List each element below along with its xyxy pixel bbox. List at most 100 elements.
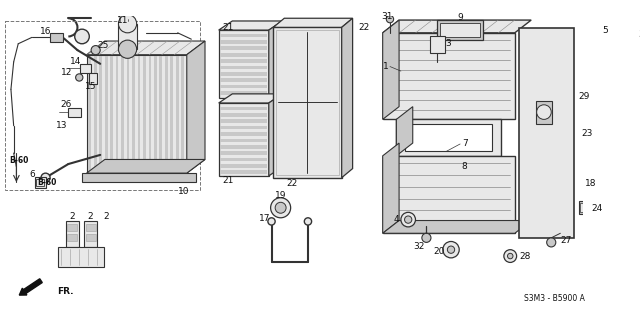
Bar <box>143 56 146 172</box>
Bar <box>148 56 151 172</box>
Bar <box>221 158 267 161</box>
Bar <box>437 20 483 40</box>
Bar <box>596 37 613 119</box>
Bar <box>68 108 81 117</box>
Bar <box>132 56 135 172</box>
Polygon shape <box>269 94 282 176</box>
Circle shape <box>621 38 628 46</box>
Bar <box>221 66 267 69</box>
Text: 11: 11 <box>117 17 129 26</box>
Bar <box>86 55 187 173</box>
Circle shape <box>537 105 551 119</box>
Text: 2: 2 <box>69 212 75 221</box>
Bar <box>221 78 267 82</box>
Bar <box>165 56 168 172</box>
Bar <box>221 72 267 76</box>
Bar <box>598 65 611 71</box>
Bar <box>219 30 269 99</box>
Bar <box>138 56 140 172</box>
Bar <box>84 221 97 247</box>
Polygon shape <box>519 28 574 238</box>
Circle shape <box>305 218 312 225</box>
Bar <box>406 124 492 151</box>
Bar <box>219 103 269 176</box>
Bar <box>50 33 63 42</box>
Bar <box>94 56 97 172</box>
Text: 2: 2 <box>88 212 93 221</box>
Bar <box>159 56 162 172</box>
Circle shape <box>422 233 431 242</box>
Circle shape <box>387 16 394 23</box>
Text: 3: 3 <box>445 39 451 48</box>
Bar <box>221 119 267 123</box>
Bar <box>170 56 173 172</box>
Circle shape <box>118 15 137 33</box>
Bar <box>82 173 196 182</box>
Circle shape <box>447 246 454 253</box>
Bar <box>598 54 611 60</box>
Bar <box>221 164 267 168</box>
Bar <box>121 56 124 172</box>
Bar <box>221 85 267 88</box>
Bar <box>105 56 108 172</box>
Polygon shape <box>86 41 205 55</box>
Polygon shape <box>342 18 353 178</box>
Bar <box>440 23 480 37</box>
Text: 18: 18 <box>585 179 596 188</box>
Bar <box>221 170 267 174</box>
Bar <box>221 34 267 37</box>
Text: 7: 7 <box>462 139 468 148</box>
Bar <box>221 91 267 95</box>
Text: 9: 9 <box>457 13 463 22</box>
Text: 5: 5 <box>602 26 608 34</box>
Bar <box>221 107 267 110</box>
Text: 19: 19 <box>275 191 286 200</box>
Bar <box>221 145 267 149</box>
Text: 23: 23 <box>581 129 593 137</box>
Text: 29: 29 <box>579 92 590 101</box>
Circle shape <box>75 29 90 44</box>
Bar <box>396 119 501 156</box>
Bar <box>221 126 267 130</box>
Bar <box>579 201 595 214</box>
Bar <box>273 27 342 178</box>
Text: 15: 15 <box>85 82 97 91</box>
Circle shape <box>404 216 412 223</box>
Text: 28: 28 <box>519 252 531 261</box>
Bar <box>127 56 129 172</box>
Bar <box>88 56 91 172</box>
Text: 27: 27 <box>561 236 572 245</box>
Bar <box>67 234 77 241</box>
Polygon shape <box>383 220 531 233</box>
Bar <box>221 40 267 44</box>
Text: 13: 13 <box>56 121 68 130</box>
Bar <box>116 56 118 172</box>
Bar <box>221 113 267 117</box>
Circle shape <box>76 74 83 81</box>
Circle shape <box>401 212 415 227</box>
Bar <box>90 73 97 84</box>
Bar <box>67 224 77 232</box>
Text: 24: 24 <box>591 204 602 213</box>
Bar <box>66 221 79 247</box>
Bar <box>221 138 267 142</box>
Bar <box>221 132 267 136</box>
Text: 2: 2 <box>104 212 109 221</box>
Polygon shape <box>383 20 531 33</box>
Text: 8: 8 <box>462 162 468 171</box>
Text: 14: 14 <box>70 57 81 66</box>
Bar <box>58 247 104 267</box>
Text: B-60: B-60 <box>38 178 57 187</box>
Polygon shape <box>396 107 413 156</box>
Polygon shape <box>187 41 205 173</box>
Bar <box>580 203 593 212</box>
Bar <box>99 56 102 172</box>
Text: 20: 20 <box>433 247 445 256</box>
Polygon shape <box>86 160 205 173</box>
Text: B-60: B-60 <box>9 156 29 165</box>
Text: 17: 17 <box>259 214 270 223</box>
Text: S3M3 - B5900 A: S3M3 - B5900 A <box>524 294 585 303</box>
Polygon shape <box>273 18 353 27</box>
Bar <box>430 36 445 53</box>
Polygon shape <box>269 21 282 99</box>
